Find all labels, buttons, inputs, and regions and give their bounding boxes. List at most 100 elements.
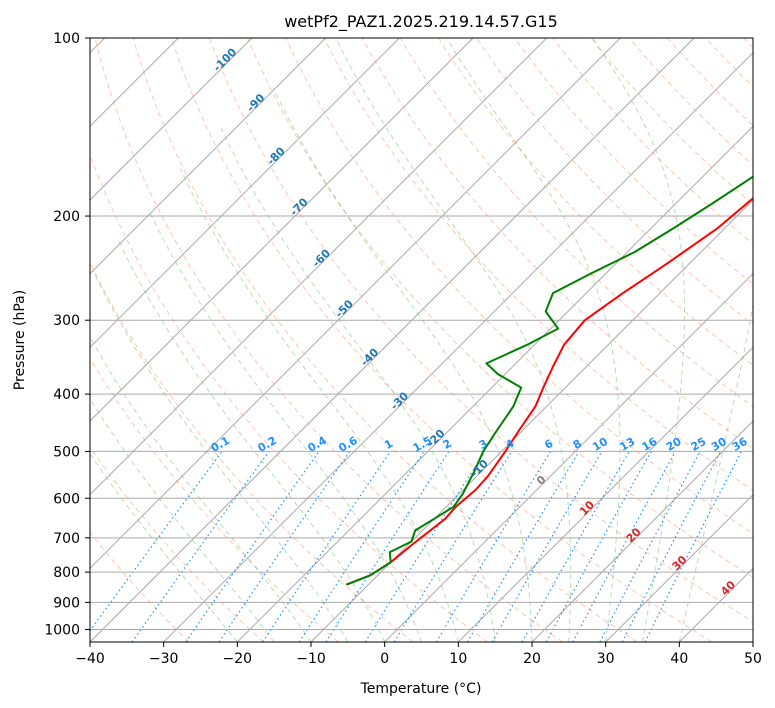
y-tick-label: 200	[53, 209, 80, 225]
dry-adiabat	[90, 531, 190, 642]
plot-frame	[89, 37, 754, 643]
mixing-ratio-line	[185, 451, 320, 642]
dry-adiabat	[743, 38, 753, 49]
y-axis-title: Pressure (hPa)	[12, 290, 28, 390]
dry-adiabat	[90, 357, 339, 642]
x-tick-label: 10	[449, 651, 467, 667]
mixing-ratio-line	[131, 451, 270, 642]
moist-adiabat	[147, 208, 422, 642]
isotherm	[531, 420, 753, 642]
dry-adiabat	[514, 38, 753, 285]
isotherm	[90, 38, 400, 349]
y-tick-label: 1000	[44, 622, 80, 638]
isotherm-label: -50	[333, 297, 356, 320]
moist-adiabat	[117, 239, 386, 642]
isotherm	[384, 272, 753, 642]
dry-adiabat	[170, 38, 712, 642]
dry-adiabat	[590, 38, 753, 206]
isotherm-label: -40	[358, 345, 381, 368]
x-tick-label: −20	[223, 651, 253, 667]
isotherm	[752, 641, 753, 642]
moist-adiabat	[272, 88, 533, 642]
mixing-ratio-line	[90, 451, 223, 632]
dry-adiabat	[667, 38, 753, 127]
moist-adiabat	[90, 397, 275, 642]
isotherm-label: -70	[287, 195, 310, 218]
y-tick-label: 500	[53, 444, 80, 460]
y-tick-label: 300	[53, 313, 80, 329]
chart-title: wetPf2_PAZ1.2025.219.14.57.G15	[284, 12, 558, 32]
isotherm	[90, 38, 474, 422]
mixing-ratio-line	[393, 451, 513, 642]
mixing-ratio-line	[262, 451, 391, 642]
isotherm-label: -100	[211, 45, 240, 74]
y-tick-label: 700	[53, 531, 80, 547]
dewpoint-line	[345, 175, 753, 586]
mixing-ratio-line	[599, 451, 701, 642]
mixing-ratio-line	[325, 451, 450, 642]
isotherm	[163, 51, 753, 642]
x-tick-label: −40	[75, 651, 105, 667]
isotherm	[605, 493, 753, 642]
y-axis: 100 200 300 400 500 600 700 800 900 1000	[44, 31, 90, 638]
isotherm	[90, 38, 327, 275]
mixing-ratio-line	[364, 451, 486, 642]
dry-adiabat	[399, 38, 753, 408]
isotherm	[90, 38, 548, 496]
series-layer	[345, 175, 753, 586]
mixing-ratio-line	[466, 451, 580, 642]
dry-adiabat	[90, 153, 488, 642]
isotherm-label: 30	[670, 553, 690, 573]
moist-adiabat	[678, 301, 753, 642]
y-tick-label: 400	[53, 387, 80, 403]
dry-adiabat	[437, 38, 753, 366]
mixing-ratio-line	[572, 451, 677, 642]
isotherm-label: 10	[577, 498, 597, 518]
dry-adiabat	[94, 38, 563, 642]
dry-adiabat	[132, 38, 638, 642]
mixing-ratio-label: 2	[441, 437, 454, 452]
x-tick-label: 40	[670, 651, 688, 667]
dry-adiabat	[90, 261, 414, 642]
background-lines	[90, 38, 753, 642]
pressure-grid	[90, 38, 753, 630]
moist-adiabat	[90, 335, 312, 642]
mixing-ratio-line	[218, 451, 351, 642]
x-tick-label: 50	[744, 651, 762, 667]
x-tick-label: −10	[296, 651, 326, 667]
isotherm	[678, 567, 753, 642]
x-tick-label: 0	[380, 651, 389, 667]
dry-adiabat	[705, 38, 753, 88]
moist-adiabat	[446, 38, 621, 642]
mixing-ratio-line	[644, 451, 743, 642]
isotherm	[90, 38, 253, 201]
dry-adiabat	[552, 38, 753, 245]
temperature-line	[345, 196, 753, 586]
moist-adiabat	[92, 269, 349, 642]
y-tick-label: 100	[53, 31, 80, 47]
isotherm	[90, 38, 621, 570]
mixing-ratio-line	[298, 451, 425, 642]
moist-adiabat	[220, 128, 496, 642]
x-axis-title: Temperature (°C)	[360, 681, 482, 697]
x-tick-label: 30	[597, 651, 615, 667]
moist-adiabat	[335, 38, 572, 642]
dry-adiabat	[476, 38, 753, 326]
isotherm-label: 20	[624, 525, 644, 545]
dry-adiabat	[247, 38, 753, 578]
dry-adiabat	[285, 38, 753, 535]
y-tick-label: 600	[53, 491, 80, 507]
isotherm-label: -90	[244, 91, 267, 114]
mixing-ratio-label: 6	[542, 437, 555, 452]
y-tick-label: 800	[53, 565, 80, 581]
isotherm-label: -30	[388, 389, 411, 412]
isotherm-label: -80	[265, 144, 288, 167]
x-axis: −40 −30 −20 −10 0 10 20 30 40 50	[75, 642, 762, 667]
moist-adiabat	[592, 38, 685, 642]
moist-adiabat	[180, 168, 459, 642]
mixing-ratio-line	[435, 451, 552, 642]
x-tick-label: −30	[149, 651, 179, 667]
dry-adiabat	[323, 38, 753, 492]
mixing-ratio-line	[545, 451, 652, 642]
